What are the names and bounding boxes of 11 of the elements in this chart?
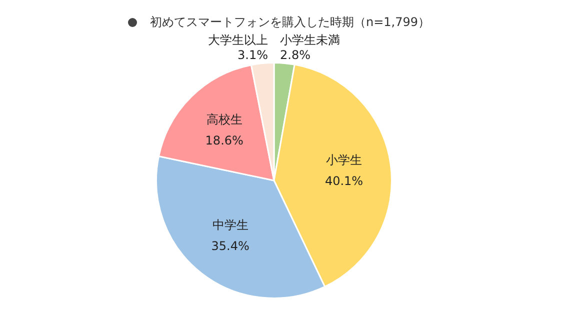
slice-label: 中学生	[212, 218, 248, 232]
slice-label: 大学生以上	[208, 32, 268, 47]
slice-label: 小学生	[326, 153, 362, 168]
data-label: 40.1%	[324, 174, 364, 188]
data-label: 3.1%	[238, 48, 268, 62]
chart-title: 初めてスマートフォンを購入した時期（n=1,799）	[150, 14, 430, 31]
slice-label: 高校生	[206, 112, 242, 126]
data-label: 35.4%	[211, 239, 250, 254]
slice-label: 小学生未満	[280, 32, 340, 47]
data-label: 18.6%	[205, 133, 244, 148]
data-label: 2.8%	[280, 48, 310, 62]
